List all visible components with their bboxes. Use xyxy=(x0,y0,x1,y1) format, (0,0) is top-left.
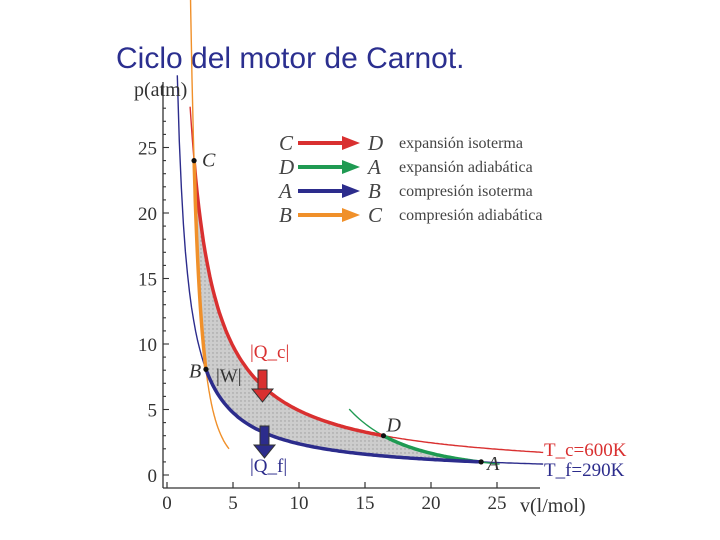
heat-in-label: |Q_c| xyxy=(250,342,289,363)
x-tick-label: 5 xyxy=(228,493,238,514)
point-label-c: C xyxy=(202,150,216,172)
y-tick-label: 20 xyxy=(138,204,157,225)
work-label: |W| xyxy=(216,366,242,387)
legend-label: expansión isoterma xyxy=(399,135,523,152)
x-tick-label: 15 xyxy=(356,493,375,514)
x-axis-label: v(l/mol) xyxy=(520,495,586,517)
legend-to: D xyxy=(367,131,383,155)
heat-in-arrow xyxy=(250,369,275,403)
slide-title: Ciclo del motor de Carnot. xyxy=(116,42,465,75)
legend-arrow-head xyxy=(342,208,360,222)
legend-label: compresión isoterma xyxy=(399,183,533,200)
legend-arrow-head xyxy=(342,136,360,150)
legend-to: B xyxy=(368,179,381,203)
y-axis-label: p(atm) xyxy=(134,79,187,101)
point-b xyxy=(203,366,209,372)
legend-from: B xyxy=(279,203,292,227)
x-tick-label: 10 xyxy=(290,493,309,514)
legend-to: A xyxy=(366,155,381,179)
heat-out-arrow xyxy=(252,425,277,459)
y-tick-label: 15 xyxy=(138,270,157,291)
legend-label: expansión adiabática xyxy=(399,159,533,176)
legend-from: A xyxy=(277,179,292,203)
y-tick-label: 5 xyxy=(148,401,158,422)
hot-isotherm-label: T_c=600K xyxy=(544,440,627,461)
y-tick-label: 25 xyxy=(138,139,157,160)
segment-b-c xyxy=(192,160,208,370)
segment-c-d xyxy=(192,160,384,438)
legend-from: C xyxy=(279,131,294,155)
point-a xyxy=(478,459,484,465)
legend-from: D xyxy=(278,155,294,179)
point-label-b: B xyxy=(189,360,201,382)
point-label-a: A xyxy=(485,453,500,475)
point-c xyxy=(191,158,197,164)
x-tick-label: 0 xyxy=(162,493,172,514)
x-tick-label: 20 xyxy=(422,493,441,514)
cold-isotherm-label: T_f=290K xyxy=(544,460,625,481)
y-tick-label: 10 xyxy=(138,335,157,356)
legend-label: compresión adiabática xyxy=(399,207,543,224)
legend-arrow-head xyxy=(342,160,360,174)
y-tick-label: 0 xyxy=(148,466,158,487)
point-label-d: D xyxy=(385,415,401,437)
legend-to: C xyxy=(368,203,383,227)
legend-arrow-head xyxy=(342,184,360,198)
point-d xyxy=(380,433,387,439)
segment-a-b xyxy=(204,368,482,464)
x-tick-label: 25 xyxy=(488,493,507,514)
heat-out-label: |Q_f| xyxy=(250,456,287,477)
